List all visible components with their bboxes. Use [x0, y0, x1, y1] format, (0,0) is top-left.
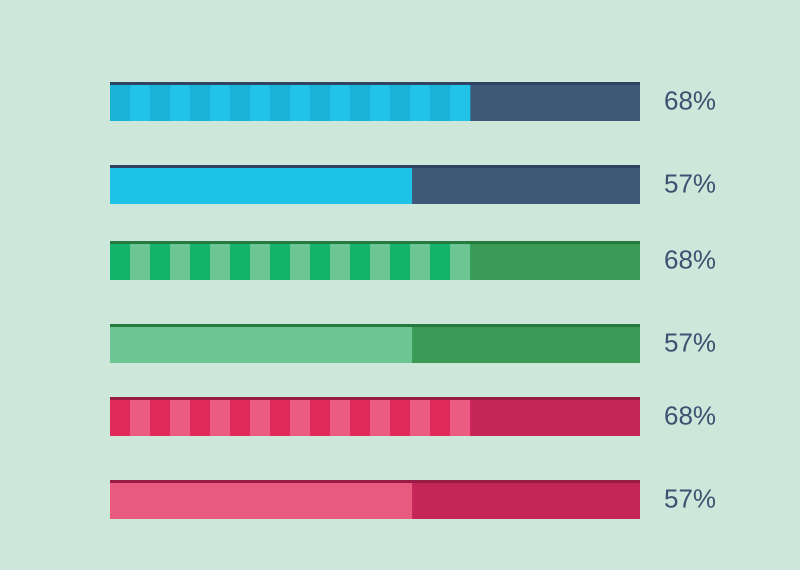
- stripe: [210, 82, 230, 121]
- stripe: [290, 241, 310, 280]
- stripe: [290, 82, 310, 121]
- bar-fill: [110, 324, 413, 363]
- stripe: [370, 241, 390, 280]
- stripe: [130, 397, 150, 436]
- bar-border: [110, 165, 640, 168]
- bar-border: [110, 480, 640, 483]
- value-label: 68%: [664, 85, 716, 115]
- bar-fill: [110, 480, 413, 519]
- stripe: [170, 397, 190, 436]
- stripe: [330, 82, 350, 121]
- bar-border: [110, 324, 640, 327]
- bar-fill: [110, 165, 413, 204]
- stripe: [330, 397, 350, 436]
- stripe: [250, 241, 270, 280]
- bar-border: [110, 82, 640, 85]
- stripe: [250, 397, 270, 436]
- stripe: [410, 241, 430, 280]
- stripe: [130, 241, 150, 280]
- stripe: [290, 397, 310, 436]
- stripe: [210, 241, 230, 280]
- value-label: 68%: [664, 244, 716, 274]
- bar-border: [110, 241, 640, 244]
- stripe: [450, 241, 470, 280]
- value-label: 57%: [664, 327, 716, 357]
- stripe: [370, 82, 390, 121]
- stripe: [210, 397, 230, 436]
- stripe: [330, 241, 350, 280]
- stripe: [410, 82, 430, 121]
- value-label: 57%: [664, 168, 716, 198]
- stripe: [370, 397, 390, 436]
- stripe: [170, 241, 190, 280]
- value-label: 68%: [664, 400, 716, 430]
- stripe: [450, 397, 470, 436]
- stripe: [410, 397, 430, 436]
- stripe: [130, 82, 150, 121]
- bar-border: [110, 397, 640, 400]
- stripe: [250, 82, 270, 121]
- value-label: 57%: [664, 483, 716, 513]
- stripe: [450, 82, 470, 121]
- stripe: [170, 82, 190, 121]
